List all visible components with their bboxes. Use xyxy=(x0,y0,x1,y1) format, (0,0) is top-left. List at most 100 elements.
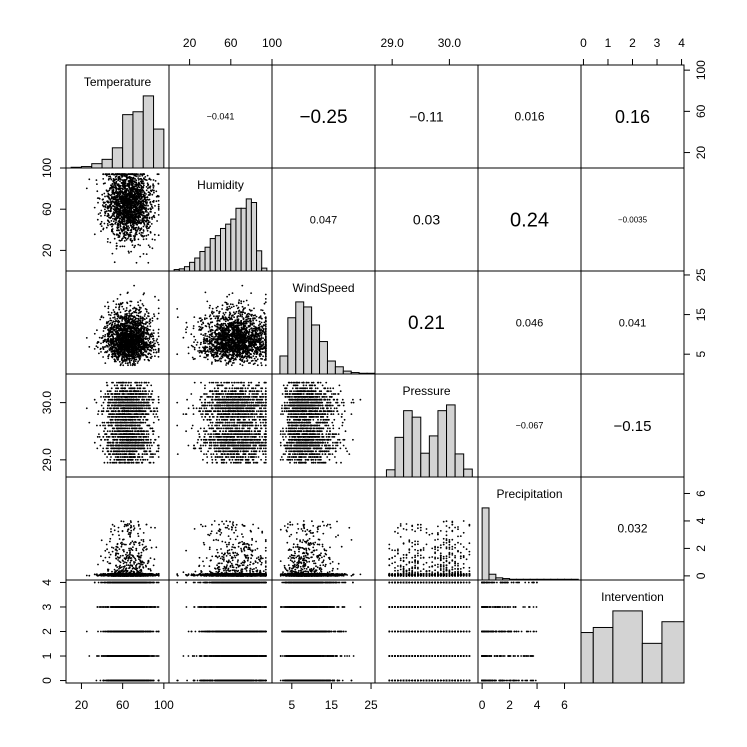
scatter-point xyxy=(212,311,215,314)
scatter-point xyxy=(130,300,133,303)
variable-label-temperature: Temperature xyxy=(84,75,152,89)
scatter-point xyxy=(226,306,229,309)
scatter-point xyxy=(263,302,266,305)
scatter-point xyxy=(104,195,106,198)
scatter-point xyxy=(113,201,115,204)
scatter-point xyxy=(157,183,160,185)
scatter-point xyxy=(176,353,179,356)
scatter-point xyxy=(152,348,155,351)
scatter-point xyxy=(109,198,112,201)
scatter-point xyxy=(150,335,153,338)
scatter-point xyxy=(140,227,143,230)
scatter-point xyxy=(151,247,154,250)
scatter-point xyxy=(122,183,124,186)
scatter-point xyxy=(96,190,99,193)
scatter-point xyxy=(127,250,130,253)
scatter-point xyxy=(119,217,121,220)
scatter-point xyxy=(128,342,131,345)
scatter-point xyxy=(106,335,109,337)
scatter-point xyxy=(137,179,140,181)
scatter-point xyxy=(117,341,120,344)
scatter-point xyxy=(123,234,126,237)
scatter-point xyxy=(123,211,126,213)
scatter-point xyxy=(152,179,155,181)
correlation-label: 0.016 xyxy=(514,110,544,124)
scatter-point xyxy=(151,205,153,208)
scatter-point xyxy=(156,173,159,176)
scatter-point xyxy=(185,321,188,324)
scatter-point xyxy=(115,303,118,306)
scatter-point xyxy=(135,173,138,176)
scatter-point xyxy=(133,209,136,211)
scatter-point xyxy=(138,206,140,209)
scatter-point xyxy=(143,173,145,176)
scatter-point xyxy=(128,227,131,229)
scatter-point xyxy=(119,197,122,200)
scatter-point xyxy=(152,335,155,338)
scatter-point xyxy=(113,316,116,319)
scatter-point xyxy=(143,315,146,317)
scatter-point xyxy=(138,210,141,212)
scatter-point xyxy=(98,352,100,355)
scatter-point xyxy=(149,201,152,203)
scatter-point xyxy=(119,311,122,314)
scatter-point xyxy=(133,324,136,326)
scatter-point xyxy=(244,312,246,315)
scatter-point xyxy=(102,228,105,231)
scatter-point xyxy=(146,225,149,228)
scatter-point xyxy=(102,341,105,344)
scatter-point xyxy=(157,347,160,350)
scatter-point xyxy=(252,319,255,322)
scatter-point xyxy=(148,186,151,189)
scatter-point xyxy=(248,328,251,331)
scatter-point xyxy=(121,348,124,351)
scatter-point xyxy=(139,321,142,324)
scatter-point xyxy=(127,364,129,367)
scatter-point xyxy=(151,218,154,220)
scatter-point xyxy=(109,319,112,322)
scatter-point xyxy=(140,335,143,337)
scatter-point xyxy=(150,190,153,193)
scatter-point xyxy=(99,212,102,214)
scatter-point xyxy=(157,234,160,237)
scatter-point xyxy=(124,183,126,186)
scatter-point xyxy=(135,197,138,200)
scatter-point xyxy=(255,319,258,322)
scatter-point xyxy=(206,335,209,338)
correlation-label: 0.047 xyxy=(310,214,338,226)
scatter-point xyxy=(140,351,142,353)
scatter-point xyxy=(137,326,139,328)
scatter-point xyxy=(115,313,118,316)
scatter-point xyxy=(122,333,125,335)
scatter-point xyxy=(131,350,134,353)
scatter-point xyxy=(144,176,147,178)
scatter-point xyxy=(137,312,140,314)
scatter-point xyxy=(112,213,115,216)
scatter-point xyxy=(116,335,118,338)
scatter-point xyxy=(145,207,148,210)
scatter-point xyxy=(153,339,155,342)
scatter-point xyxy=(142,200,145,203)
scatter-point xyxy=(135,311,138,314)
scatter-point xyxy=(123,226,126,229)
scatter-point xyxy=(134,218,137,221)
scatter-point xyxy=(93,233,96,236)
scatter-point xyxy=(211,310,214,313)
scatter-point xyxy=(130,314,133,316)
scatter-point xyxy=(132,343,135,345)
scatter-point xyxy=(136,191,139,194)
histogram-bar xyxy=(230,218,237,272)
scatter-point xyxy=(123,245,126,248)
scatter-point xyxy=(112,338,114,340)
scatter-point xyxy=(149,231,152,234)
scatter-point xyxy=(130,214,133,217)
scatter-point xyxy=(263,311,265,314)
scatter-point xyxy=(140,222,142,225)
scatter-point xyxy=(126,210,129,213)
scatter-point xyxy=(134,318,137,321)
scatter-point xyxy=(134,220,137,223)
scatter-point xyxy=(102,335,104,337)
scatter-point xyxy=(140,327,143,329)
scatter-point xyxy=(122,351,124,354)
scatter-point xyxy=(248,324,251,327)
